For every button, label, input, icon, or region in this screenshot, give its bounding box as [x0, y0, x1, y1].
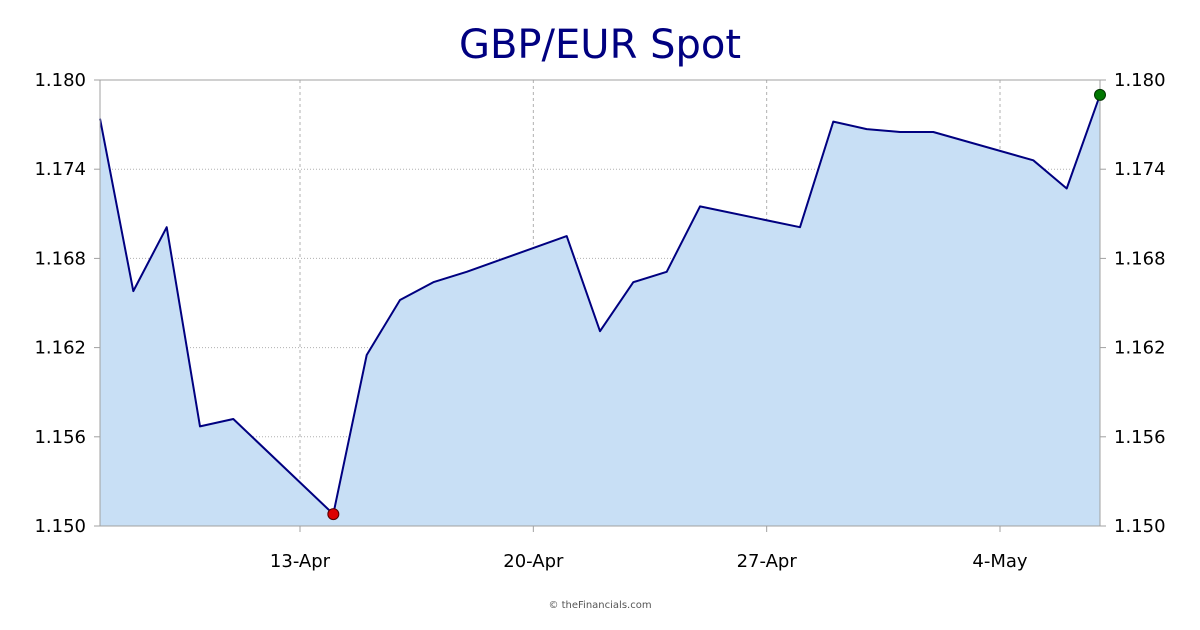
- x-tick-label: 27-Apr: [737, 551, 798, 572]
- credit-text: © theFinancials.com: [548, 600, 651, 611]
- y-tick-label-left: 1.174: [34, 159, 86, 180]
- y-tick-label-left: 1.156: [34, 427, 86, 448]
- y-tick-label-left: 1.180: [34, 70, 86, 91]
- y-tick-label-right: 1.150: [1114, 516, 1166, 537]
- y-tick-label-left: 1.162: [34, 338, 86, 359]
- y-tick-label-right: 1.162: [1114, 338, 1166, 359]
- x-tick-label: 4-May: [972, 551, 1028, 572]
- y-axis-right: 1.150 1.156 1.162 1.168 1.174 1.180: [1100, 70, 1166, 537]
- y-tick-label-right: 1.174: [1114, 159, 1166, 180]
- y-tick-label-right: 1.180: [1114, 70, 1166, 91]
- area-fill: [100, 94, 1100, 527]
- y-axis-left: 1.150 1.156 1.162 1.168 1.174 1.180: [34, 70, 100, 537]
- y-tick-label-right: 1.168: [1114, 248, 1166, 269]
- high-point-marker: [1094, 88, 1106, 101]
- chart-title: GBP/EUR Spot: [459, 22, 741, 68]
- markers: [327, 88, 1106, 521]
- x-tick-label: 13-Apr: [270, 551, 331, 572]
- y-tick-label-right: 1.156: [1114, 427, 1166, 448]
- plot-frame: [99, 79, 1101, 527]
- low-point-marker: [327, 508, 340, 521]
- x-tick-label: 20-Apr: [503, 551, 564, 572]
- x-axis: 13-Apr 20-Apr 27-Apr 4-May: [270, 526, 1028, 572]
- plot-border: [99, 79, 1101, 527]
- price-line: [99, 94, 1101, 516]
- y-tick-label-left: 1.150: [34, 516, 86, 537]
- y-tick-label-left: 1.168: [34, 248, 86, 269]
